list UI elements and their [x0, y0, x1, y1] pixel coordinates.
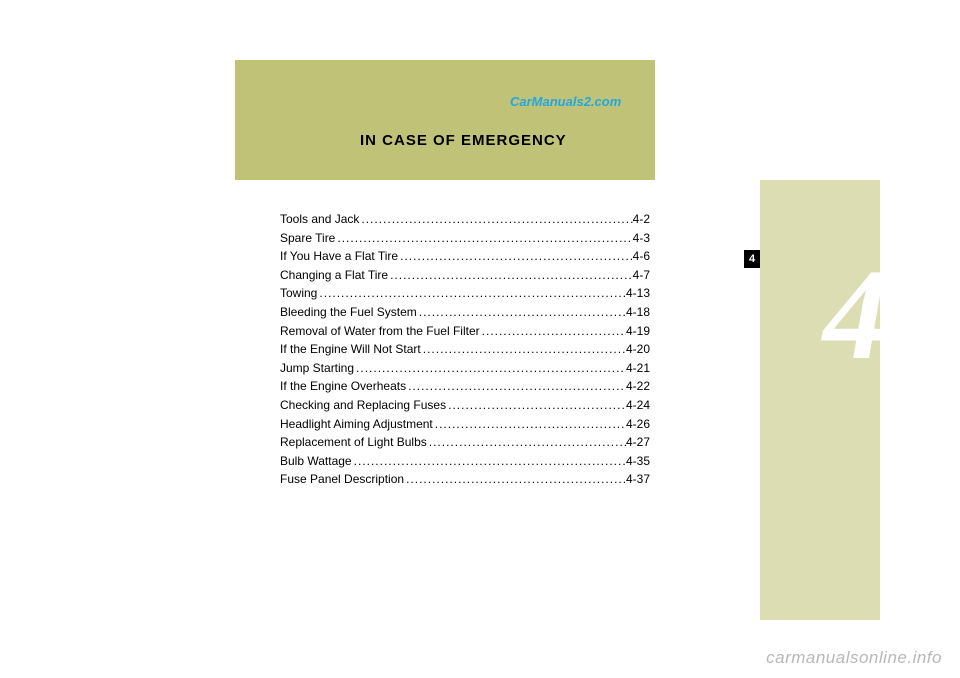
toc-label: Headlight Aiming Adjustment: [280, 415, 433, 434]
toc-page: 4-21: [626, 359, 650, 378]
toc-page: 4-13: [626, 284, 650, 303]
table-of-contents: Tools and Jack 4-2 Spare Tire 4-3 If You…: [280, 210, 650, 489]
toc-leader: [427, 433, 626, 452]
toc-page: 4-26: [626, 415, 650, 434]
toc-label: If the Engine Will Not Start: [280, 340, 421, 359]
toc-leader: [352, 452, 626, 471]
manual-page: CarManuals2.com IN CASE OF EMERGENCY 4 4…: [100, 60, 880, 620]
toc-row: Changing a Flat Tire 4-7: [280, 266, 650, 285]
toc-leader: [354, 359, 626, 378]
toc-label: Towing: [280, 284, 317, 303]
toc-row: Jump Starting 4-21: [280, 359, 650, 378]
watermark-bottom: carmanualsonline.info: [766, 648, 942, 668]
toc-label: Fuse Panel Description: [280, 470, 404, 489]
toc-page: 4-27: [626, 433, 650, 452]
toc-leader: [417, 303, 626, 322]
toc-row: Headlight Aiming Adjustment 4-26: [280, 415, 650, 434]
toc-page: 4-2: [633, 210, 650, 229]
toc-leader: [317, 284, 626, 303]
toc-row: If You Have a Flat Tire 4-6: [280, 247, 650, 266]
toc-page: 4-24: [626, 396, 650, 415]
toc-leader: [433, 415, 626, 434]
toc-leader: [359, 210, 632, 229]
toc-leader: [406, 377, 626, 396]
toc-row: Bulb Wattage 4-35: [280, 452, 650, 471]
toc-leader: [398, 247, 633, 266]
toc-page: 4-20: [626, 340, 650, 359]
toc-label: Jump Starting: [280, 359, 354, 378]
toc-leader: [404, 470, 626, 489]
toc-row: Spare Tire 4-3: [280, 229, 650, 248]
toc-page: 4-35: [626, 452, 650, 471]
toc-row: Tools and Jack 4-2: [280, 210, 650, 229]
chapter-number-large: 4: [823, 250, 888, 380]
toc-row: If the Engine Will Not Start 4-20: [280, 340, 650, 359]
toc-row: Fuse Panel Description 4-37: [280, 470, 650, 489]
toc-leader: [480, 322, 626, 341]
toc-label: Tools and Jack: [280, 210, 359, 229]
toc-row: Towing 4-13: [280, 284, 650, 303]
toc-label: Bulb Wattage: [280, 452, 352, 471]
toc-page: 4-18: [626, 303, 650, 322]
toc-page: 4-19: [626, 322, 650, 341]
toc-row: Removal of Water from the Fuel Filter 4-…: [280, 322, 650, 341]
toc-leader: [421, 340, 626, 359]
toc-page: 4-7: [633, 266, 650, 285]
toc-label: If the Engine Overheats: [280, 377, 406, 396]
toc-label: Spare Tire: [280, 229, 335, 248]
toc-label: If You Have a Flat Tire: [280, 247, 398, 266]
toc-page: 4-3: [633, 229, 650, 248]
toc-row: Replacement of Light Bulbs 4-27: [280, 433, 650, 452]
toc-label: Checking and Replacing Fuses: [280, 396, 446, 415]
toc-leader: [388, 266, 633, 285]
watermark-top: CarManuals2.com: [510, 94, 621, 109]
toc-label: Bleeding the Fuel System: [280, 303, 417, 322]
toc-label: Replacement of Light Bulbs: [280, 433, 427, 452]
toc-row: If the Engine Overheats 4-22: [280, 377, 650, 396]
toc-page: 4-6: [633, 247, 650, 266]
toc-page: 4-22: [626, 377, 650, 396]
toc-page: 4-37: [626, 470, 650, 489]
toc-row: Checking and Replacing Fuses 4-24: [280, 396, 650, 415]
toc-label: Removal of Water from the Fuel Filter: [280, 322, 480, 341]
chapter-tab: 4: [744, 250, 760, 268]
toc-leader: [446, 396, 626, 415]
toc-label: Changing a Flat Tire: [280, 266, 388, 285]
toc-leader: [335, 229, 632, 248]
section-title: IN CASE OF EMERGENCY: [360, 132, 567, 149]
toc-row: Bleeding the Fuel System 4-18: [280, 303, 650, 322]
header-band: [235, 60, 655, 180]
